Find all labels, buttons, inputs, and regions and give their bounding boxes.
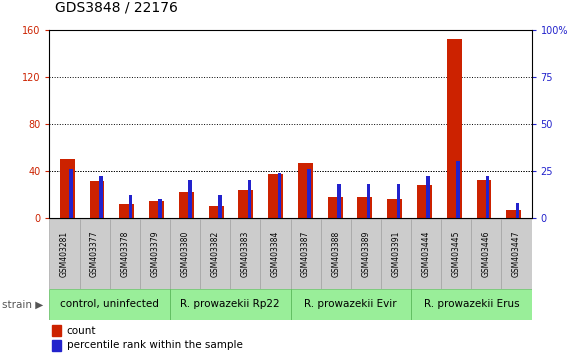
Bar	[501, 219, 532, 289]
Bar	[367, 184, 371, 218]
Text: GSM403391: GSM403391	[392, 231, 400, 277]
Bar	[321, 219, 351, 289]
Bar	[260, 219, 290, 289]
Bar	[99, 176, 102, 218]
Text: GSM403378: GSM403378	[120, 231, 129, 277]
Bar	[411, 289, 532, 320]
Bar	[60, 159, 75, 218]
Text: GSM403388: GSM403388	[331, 231, 340, 277]
Bar	[426, 176, 430, 218]
Bar	[328, 196, 343, 218]
Text: GSM403447: GSM403447	[512, 231, 521, 277]
Text: R. prowazekii Erus: R. prowazekii Erus	[424, 299, 519, 309]
Bar	[381, 219, 411, 289]
Bar	[209, 206, 224, 218]
Bar	[170, 289, 290, 320]
Bar	[471, 219, 501, 289]
Text: percentile rank within the sample: percentile rank within the sample	[67, 341, 243, 350]
Text: GSM403382: GSM403382	[211, 231, 220, 277]
Bar	[200, 219, 230, 289]
Text: R. prowazekii Evir: R. prowazekii Evir	[304, 299, 397, 309]
Bar	[388, 199, 402, 218]
Bar	[357, 196, 372, 218]
Bar	[119, 204, 134, 218]
Bar	[476, 180, 492, 218]
Text: GSM403379: GSM403379	[150, 231, 159, 277]
Bar	[290, 289, 411, 320]
Bar	[170, 219, 200, 289]
Bar	[49, 289, 170, 320]
Bar	[441, 219, 471, 289]
Text: GSM403383: GSM403383	[241, 231, 250, 277]
Text: GSM403281: GSM403281	[60, 231, 69, 277]
Bar	[218, 195, 221, 218]
Text: GSM403377: GSM403377	[90, 231, 99, 277]
Bar	[337, 184, 340, 218]
Text: R. prowazekii Rp22: R. prowazekii Rp22	[181, 299, 280, 309]
Text: GSM403384: GSM403384	[271, 231, 280, 277]
Bar	[456, 161, 460, 218]
Text: strain ▶: strain ▶	[2, 299, 44, 309]
Bar	[278, 173, 281, 218]
Bar	[140, 219, 170, 289]
Text: GDS3848 / 22176: GDS3848 / 22176	[55, 0, 178, 14]
Bar	[179, 192, 193, 218]
Text: GSM403387: GSM403387	[301, 231, 310, 277]
Bar	[52, 325, 61, 336]
Bar	[129, 195, 132, 218]
Bar	[159, 199, 162, 218]
Bar	[411, 219, 441, 289]
Bar	[447, 40, 462, 218]
Bar	[397, 184, 400, 218]
Bar	[238, 190, 253, 218]
Text: GSM403445: GSM403445	[452, 231, 461, 277]
Bar	[69, 169, 73, 218]
Text: GSM403444: GSM403444	[422, 231, 431, 277]
Bar	[89, 181, 105, 218]
Bar	[188, 180, 192, 218]
Text: GSM403446: GSM403446	[482, 231, 491, 277]
Bar	[52, 340, 61, 351]
Bar	[290, 219, 321, 289]
Bar	[49, 219, 80, 289]
Text: GSM403380: GSM403380	[181, 231, 189, 277]
Bar	[486, 176, 490, 218]
Bar	[506, 210, 521, 218]
Bar	[80, 219, 110, 289]
Text: count: count	[67, 326, 96, 336]
Bar	[516, 203, 519, 218]
Bar	[149, 201, 164, 218]
Bar	[230, 219, 260, 289]
Bar	[307, 169, 311, 218]
Bar	[351, 219, 381, 289]
Bar	[417, 185, 432, 218]
Bar	[248, 180, 252, 218]
Bar	[298, 162, 313, 218]
Text: control, uninfected: control, uninfected	[60, 299, 159, 309]
Bar	[110, 219, 140, 289]
Text: GSM403389: GSM403389	[361, 231, 370, 277]
Bar	[268, 174, 283, 218]
